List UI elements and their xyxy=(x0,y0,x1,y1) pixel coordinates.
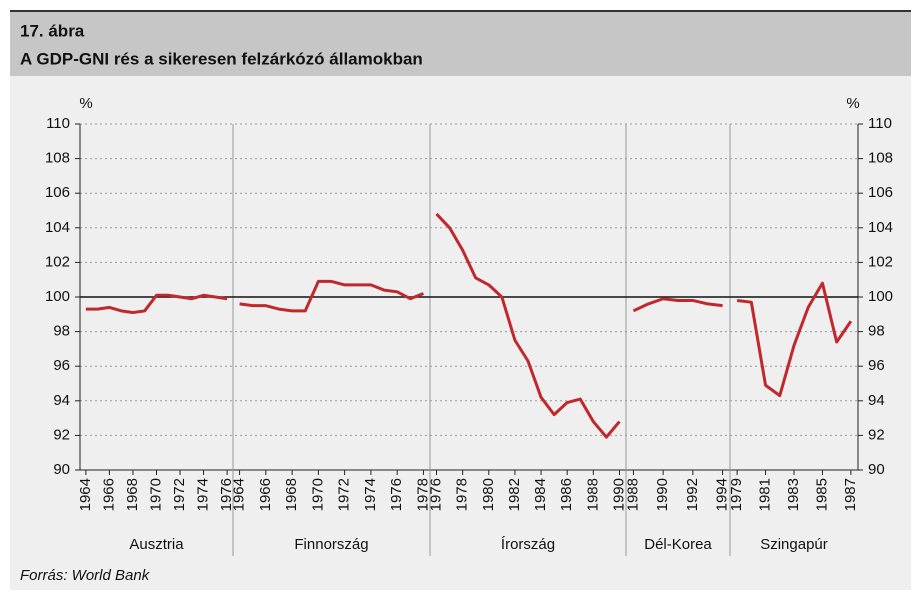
x-tick-label: 1974 xyxy=(362,478,379,511)
x-tick-label: 1983 xyxy=(785,478,802,511)
data-line xyxy=(85,293,228,315)
x-tick-label: 1976 xyxy=(218,478,235,511)
data-line xyxy=(239,279,424,313)
data-line xyxy=(736,281,853,398)
group-label: Finnország xyxy=(294,536,368,553)
x-tick-label: 1982 xyxy=(506,478,523,511)
y-tick-label: 106 xyxy=(45,184,70,201)
header-band xyxy=(10,10,911,76)
y2-tick-label: 90 xyxy=(868,461,885,478)
x-tick-label: 1986 xyxy=(558,478,575,511)
y-tick-label: 100 xyxy=(45,288,70,305)
x-tick-label: 1979 xyxy=(728,478,745,511)
x-tick-label: 1972 xyxy=(171,478,188,511)
y2-tick-label: 102 xyxy=(868,253,893,270)
figure-label: 17. ábra xyxy=(20,21,85,40)
y2-tick-label: 106 xyxy=(868,184,893,201)
x-tick-label: 1988 xyxy=(624,478,641,511)
chart-background xyxy=(10,10,911,590)
x-tick-label: 1990 xyxy=(610,478,627,511)
y-unit-right: % xyxy=(846,95,859,112)
y-tick-label: 92 xyxy=(53,426,70,443)
x-tick-label: 1981 xyxy=(757,478,774,511)
y-tick-label: 102 xyxy=(45,253,70,270)
data-line xyxy=(632,297,723,313)
x-tick-label: 1994 xyxy=(714,478,731,511)
y-tick-label: 94 xyxy=(53,392,70,409)
x-tick-label: 1966 xyxy=(100,478,117,511)
y2-tick-label: 110 xyxy=(868,115,892,132)
y2-tick-label: 94 xyxy=(868,392,885,409)
x-tick-label: 1985 xyxy=(813,478,830,511)
x-tick-label: 1968 xyxy=(124,478,141,511)
x-tick-label: 1976 xyxy=(388,478,405,511)
x-tick-label: 1968 xyxy=(283,478,300,511)
x-tick-label: 1972 xyxy=(336,478,353,511)
x-tick-label: 1988 xyxy=(584,478,601,511)
y-tick-label: 90 xyxy=(53,461,70,478)
data-line xyxy=(435,212,621,439)
y-tick-label: 104 xyxy=(45,219,70,236)
group-label: Szingapúr xyxy=(760,536,828,553)
chart-title: A GDP-GNI rés a sikeresen felzárkózó áll… xyxy=(20,49,423,68)
x-tick-label: 1966 xyxy=(257,478,274,511)
y-tick-label: 108 xyxy=(45,150,70,167)
x-tick-label: 1964 xyxy=(77,478,94,511)
y2-tick-label: 104 xyxy=(868,219,893,236)
y2-tick-label: 96 xyxy=(868,357,885,374)
y2-tick-label: 108 xyxy=(868,150,893,167)
y-tick-label: 110 xyxy=(46,115,70,132)
group-label: Írország xyxy=(501,536,555,553)
x-tick-label: 1970 xyxy=(147,478,164,511)
x-tick-label: 1984 xyxy=(532,478,549,511)
y-tick-label: 98 xyxy=(53,323,70,340)
y-unit-left: % xyxy=(79,95,92,112)
x-tick-label: 1978 xyxy=(414,478,431,511)
y-tick-label: 96 xyxy=(53,357,70,374)
x-tick-label: 1987 xyxy=(842,478,859,511)
x-tick-label: 1992 xyxy=(684,478,701,511)
source-note: Forrás: World Bank xyxy=(20,567,151,584)
x-tick-label: 1970 xyxy=(309,478,326,511)
y2-tick-label: 92 xyxy=(868,426,885,443)
group-label: Ausztria xyxy=(129,536,184,553)
x-tick-label: 1976 xyxy=(428,478,445,511)
x-tick-label: 1980 xyxy=(480,478,497,511)
x-tick-label: 1974 xyxy=(195,478,212,511)
y2-tick-label: 98 xyxy=(868,323,885,340)
x-tick-label: 1964 xyxy=(231,478,248,511)
group-label: Dél-Korea xyxy=(644,536,712,553)
y2-tick-label: 100 xyxy=(868,288,893,305)
x-tick-label: 1978 xyxy=(454,478,471,511)
x-tick-label: 1990 xyxy=(654,478,671,511)
